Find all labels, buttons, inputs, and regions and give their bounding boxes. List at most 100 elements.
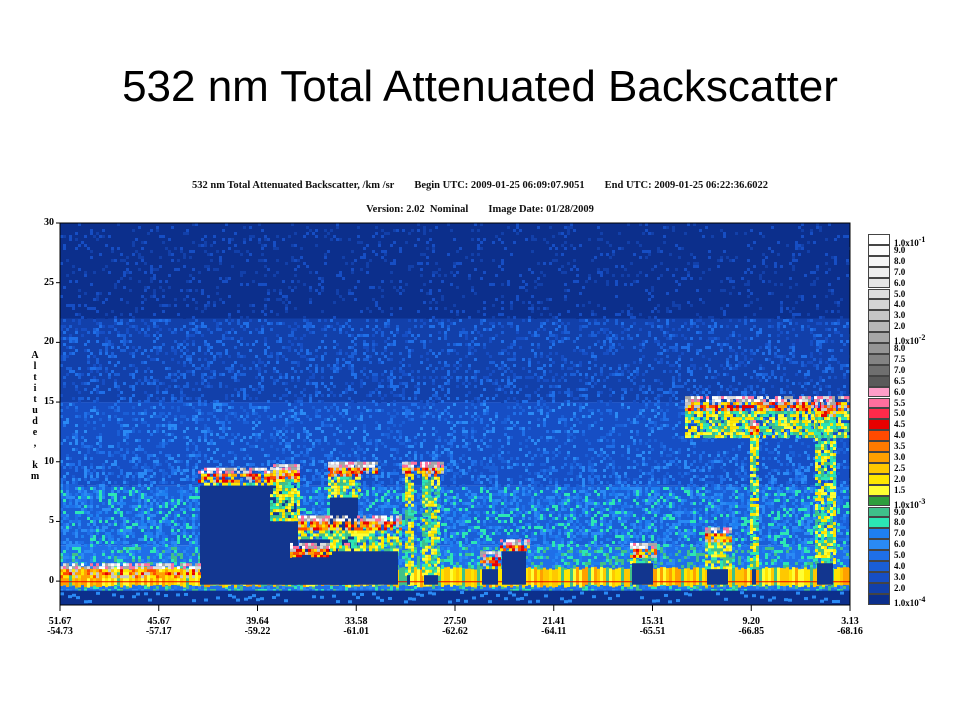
colorbar-label: 6.0 [894, 388, 905, 397]
attenuation-shadow [482, 569, 498, 585]
colorbar-swatch [868, 256, 890, 267]
colorbar-label: 2.0 [894, 475, 905, 484]
x-tick-label: 33.58 -61.01 [326, 617, 386, 637]
colorbar-swatch [868, 474, 890, 485]
colorbar-label: 5.0 [894, 409, 905, 418]
colorbar-label: 3.0 [894, 453, 905, 462]
colorbar-swatch [868, 332, 890, 343]
attenuation-shadow [817, 563, 833, 584]
heatmap-canvas [60, 223, 850, 605]
attenuation-shadow [752, 569, 756, 585]
colorbar-label: 4.0 [894, 431, 905, 440]
colorbar-label: 6.0 [894, 279, 905, 288]
image-date: Image Date: 01/28/2009 [488, 204, 594, 215]
colorbar-swatch [868, 452, 890, 463]
chart-header-line-2: Version: 2.02 Nominal Image Date: 01/28/2… [0, 204, 960, 215]
y-tick-label: 20 [32, 336, 54, 347]
colorbar-swatch [868, 561, 890, 572]
colorbar-swatch [868, 299, 890, 310]
colorbar-label: 3.0 [894, 311, 905, 320]
x-tick-longitude: -57.17 [129, 627, 189, 637]
subsurface-band [60, 591, 850, 605]
chart-header-line-1: 532 nm Total Attenuated Backscatter, /km… [0, 180, 960, 191]
colorbar-label: 5.0 [894, 290, 905, 299]
colorbar-label: 6.0 [894, 540, 905, 549]
x-tick-label: 27.50 -62.62 [425, 617, 485, 637]
colorbar-swatch [868, 441, 890, 452]
colorbar-swatch [868, 528, 890, 539]
x-tick-longitude: -65.51 [623, 627, 683, 637]
colorbar-swatch [868, 419, 890, 430]
x-tick-label: 3.13 -68.16 [820, 617, 880, 637]
backscatter-heatmap [60, 223, 850, 605]
attenuation-shadow [424, 575, 438, 585]
colorbar-swatch [868, 267, 890, 278]
colorbar-label: 1.5 [894, 486, 905, 495]
colorbar-label: 3.0 [894, 573, 905, 582]
colorbar-label: 7.0 [894, 529, 905, 538]
colorbar-swatch [868, 234, 890, 245]
colorbar-label: 6.5 [894, 377, 905, 386]
product-label: 532 nm Total Attenuated Backscatter, /km… [192, 180, 394, 191]
colorbar-label: 7.0 [894, 366, 905, 375]
colorbar-label: 3.5 [894, 442, 905, 451]
colorbar-label: 4.5 [894, 420, 905, 429]
x-tick-label: 39.64 -59.22 [228, 617, 288, 637]
x-tick-longitude: -66.85 [721, 627, 781, 637]
colorbar-swatch [868, 430, 890, 441]
x-tick-label: 21.41 -64.11 [524, 617, 584, 637]
colorbar-label: 9.0 [894, 508, 905, 517]
colorbar-swatch [868, 550, 890, 561]
colorbar-swatch [868, 539, 890, 550]
x-tick-longitude: -61.01 [326, 627, 386, 637]
x-tick-label: 15.31 -65.51 [623, 617, 683, 637]
colorbar-label: 2.0 [894, 322, 905, 331]
colorbar-label: 1.0x10-4 [894, 595, 925, 608]
colorbar-label: 7.0 [894, 268, 905, 277]
colorbar-swatch [868, 245, 890, 256]
y-tick-label: 5 [32, 515, 54, 526]
colorbar-label: 2.0 [894, 584, 905, 593]
attenuation-shadow [332, 551, 398, 584]
y-tick-label: 25 [32, 277, 54, 288]
y-tick-label: 0 [32, 575, 54, 586]
colorbar-label: 7.5 [894, 355, 905, 364]
colorbar-swatch [868, 343, 890, 354]
attenuation-shadow [707, 569, 728, 585]
attenuation-shadow [632, 563, 653, 584]
colorbar-swatch [868, 507, 890, 518]
colorbar-swatch [868, 321, 890, 332]
x-tick-longitude: -54.73 [30, 627, 90, 637]
colorbar-swatch [868, 583, 890, 594]
begin-utc: Begin UTC: 2009-01-25 06:09:07.9051 [414, 180, 584, 191]
colorbar-label: 5.5 [894, 399, 905, 408]
colorbar-swatch [868, 572, 890, 583]
attenuation-shadow [502, 551, 526, 584]
colorbar-swatch [868, 485, 890, 496]
colorbar-swatch [868, 408, 890, 419]
colorbar-swatch [868, 594, 890, 605]
x-tick-longitude: -68.16 [820, 627, 880, 637]
slide-title: 532 nm Total Attenuated Backscatter [0, 62, 960, 112]
x-tick-label: 45.67 -57.17 [129, 617, 189, 637]
colorbar-label: 2.5 [894, 464, 905, 473]
colorbar-label: 8.0 [894, 257, 905, 266]
version-label: Version: 2.02 Nominal [366, 204, 468, 215]
x-tick-label: 51.67 -54.73 [30, 617, 90, 637]
attenuation-shadow [407, 575, 410, 585]
end-utc: End UTC: 2009-01-25 06:22:36.6022 [605, 180, 768, 191]
colorbar-label: 4.0 [894, 300, 905, 309]
colorbar-swatch [868, 517, 890, 528]
colorbar-swatch [868, 376, 890, 387]
colorbar-swatch [868, 496, 890, 507]
colorbar-label: 8.0 [894, 518, 905, 527]
colorbar-swatch [868, 354, 890, 365]
colorbar-label: 8.0 [894, 344, 905, 353]
colorbar-swatch [868, 387, 890, 398]
colorbar-label: 9.0 [894, 246, 905, 255]
colorbar-swatch [868, 463, 890, 474]
x-tick-longitude: -59.22 [228, 627, 288, 637]
x-tick-label: 9.20 -66.85 [721, 617, 781, 637]
colorbar-swatch [868, 278, 890, 289]
